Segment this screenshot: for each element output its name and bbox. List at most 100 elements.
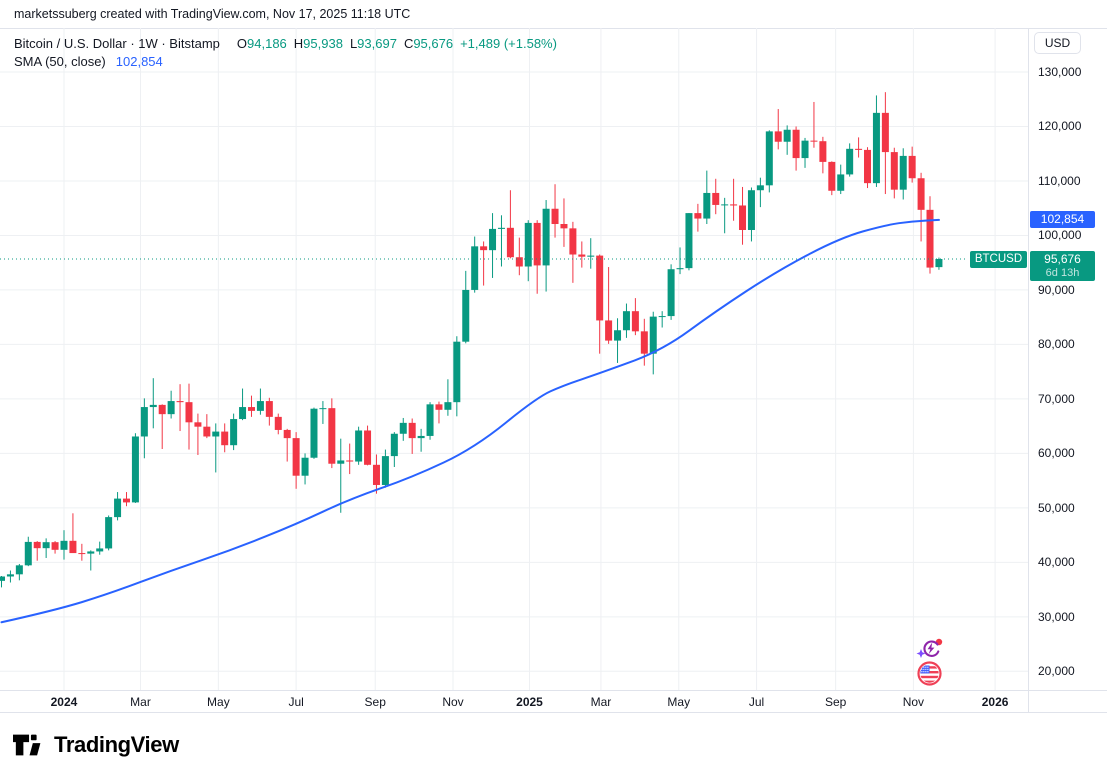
ohlc-key: H <box>293 36 304 51</box>
candle-down <box>33 541 41 549</box>
sparkle <box>916 649 926 658</box>
candle-up <box>542 208 550 266</box>
candle-down <box>176 401 184 403</box>
candle-up <box>685 213 693 269</box>
candle-up <box>756 185 764 191</box>
price-tick-label: 20,000 <box>1038 664 1075 679</box>
candle-down <box>694 213 702 219</box>
time-tick-label: 2025 <box>516 695 543 709</box>
candle-up <box>105 517 113 549</box>
candle-up <box>721 204 729 206</box>
ohlc-key: C <box>403 36 414 51</box>
candle-down <box>792 129 800 159</box>
candle-down <box>480 246 488 251</box>
candle-up <box>649 316 657 354</box>
candle-up <box>0 576 5 581</box>
ai-refresh-event-icon[interactable] <box>916 637 943 663</box>
candle-up <box>87 551 95 554</box>
refresh-arc <box>923 640 940 657</box>
sma-indicator-label: SMA (50, close) <box>14 54 106 69</box>
price-tick-label: 30,000 <box>1038 609 1075 624</box>
candle-down <box>819 141 827 162</box>
candle-up <box>667 269 675 317</box>
attribution-text: marketssuberg created with TradingView.c… <box>14 7 411 21</box>
candle-up <box>471 246 479 290</box>
candle-up <box>524 222 532 267</box>
indicator-legend-row[interactable]: SMA (50, close) 102,854 <box>14 54 163 69</box>
candle-up <box>212 431 220 437</box>
candle-down <box>346 460 354 462</box>
ohlc-value: 95,676 <box>413 36 454 51</box>
last-price-badge: 95,676 6d 13h <box>1030 251 1095 281</box>
candle-down <box>864 149 872 184</box>
time-axis[interactable]: 2024 Mar May Jul Sep Nov 2025 Mar May Jul Sep Nov 20… <box>0 690 1107 712</box>
candle-up <box>703 192 711 219</box>
candle-down <box>364 430 372 465</box>
candle-down <box>774 131 782 142</box>
price-axis-border <box>1028 28 1029 712</box>
price-tick-label: 40,000 <box>1038 555 1075 570</box>
candle-down <box>292 438 300 476</box>
candle-down <box>265 401 273 417</box>
candle-up <box>230 419 238 446</box>
candle-up <box>319 408 327 410</box>
sma-line <box>0 218 940 624</box>
candle-up <box>872 112 880 184</box>
price-tick-label: 130,000 <box>1038 65 1082 79</box>
candle-up <box>846 148 854 175</box>
candle-down <box>631 311 639 332</box>
time-axis-border <box>0 690 1107 691</box>
time-tick-label: 2026 <box>981 695 1009 709</box>
candle-down <box>274 416 282 430</box>
candle-down <box>372 464 380 485</box>
time-tick-label: Sep <box>364 695 386 709</box>
ohlc-values: O94,186 H95,938 L93,697 C95,676 <box>230 36 453 51</box>
time-tick-label: Jul <box>748 695 765 709</box>
candle-down <box>881 112 889 153</box>
candle-down <box>408 422 416 439</box>
us-flag-economic-event-icon[interactable] <box>917 661 942 686</box>
candle-down <box>739 205 747 230</box>
candle-up <box>256 401 264 411</box>
candle-up <box>489 228 497 251</box>
ohlc-value: 94,186 <box>247 36 287 51</box>
candle-down <box>890 152 898 190</box>
candle-up <box>614 330 622 341</box>
last-price-value: 95,676 <box>1044 252 1081 266</box>
candle-down <box>605 320 613 341</box>
ohlc-value: 93,697 <box>357 36 397 51</box>
price-tick-label: 110,000 <box>1038 173 1081 188</box>
candle-up <box>6 574 14 577</box>
candle-down <box>328 408 336 464</box>
candle-up <box>747 190 755 230</box>
price-axis[interactable]: 130,000 120,000 110,000 100,000 90,000 80,000… <box>1028 28 1107 690</box>
time-tick-label: 2024 <box>50 695 78 709</box>
candle-up <box>417 435 425 439</box>
price-tick-label: 60,000 <box>1038 446 1075 461</box>
chart-bottom-border <box>0 712 1107 713</box>
candle-down <box>247 407 255 411</box>
symbol-legend-row[interactable]: Bitcoin / U.S. Dollar · 1W · Bitstamp O94… <box>14 36 557 51</box>
candle-down <box>551 208 559 225</box>
candle-down <box>596 255 604 321</box>
time-tick-label: Nov <box>902 695 925 709</box>
candle-down <box>810 140 818 142</box>
candle-up <box>24 541 32 566</box>
bar-countdown: 6d 13h <box>1045 267 1080 279</box>
candle-up <box>96 548 104 552</box>
candle-up <box>42 542 50 549</box>
candle-up <box>337 460 345 464</box>
lightning-bolt <box>927 642 935 655</box>
candle-down <box>185 402 193 423</box>
candle-down <box>435 404 443 410</box>
chart-top-border <box>0 28 1107 29</box>
tradingview-logo[interactable]: TradingView <box>13 731 179 759</box>
candle-up <box>381 456 389 485</box>
candle-up <box>426 404 434 436</box>
price-tick-label: 50,000 <box>1038 500 1075 515</box>
chart-pane[interactable] <box>0 28 1028 690</box>
currency-unit-button[interactable]: USD <box>1034 32 1081 54</box>
candle-up <box>837 174 845 191</box>
candle-up <box>658 316 666 318</box>
